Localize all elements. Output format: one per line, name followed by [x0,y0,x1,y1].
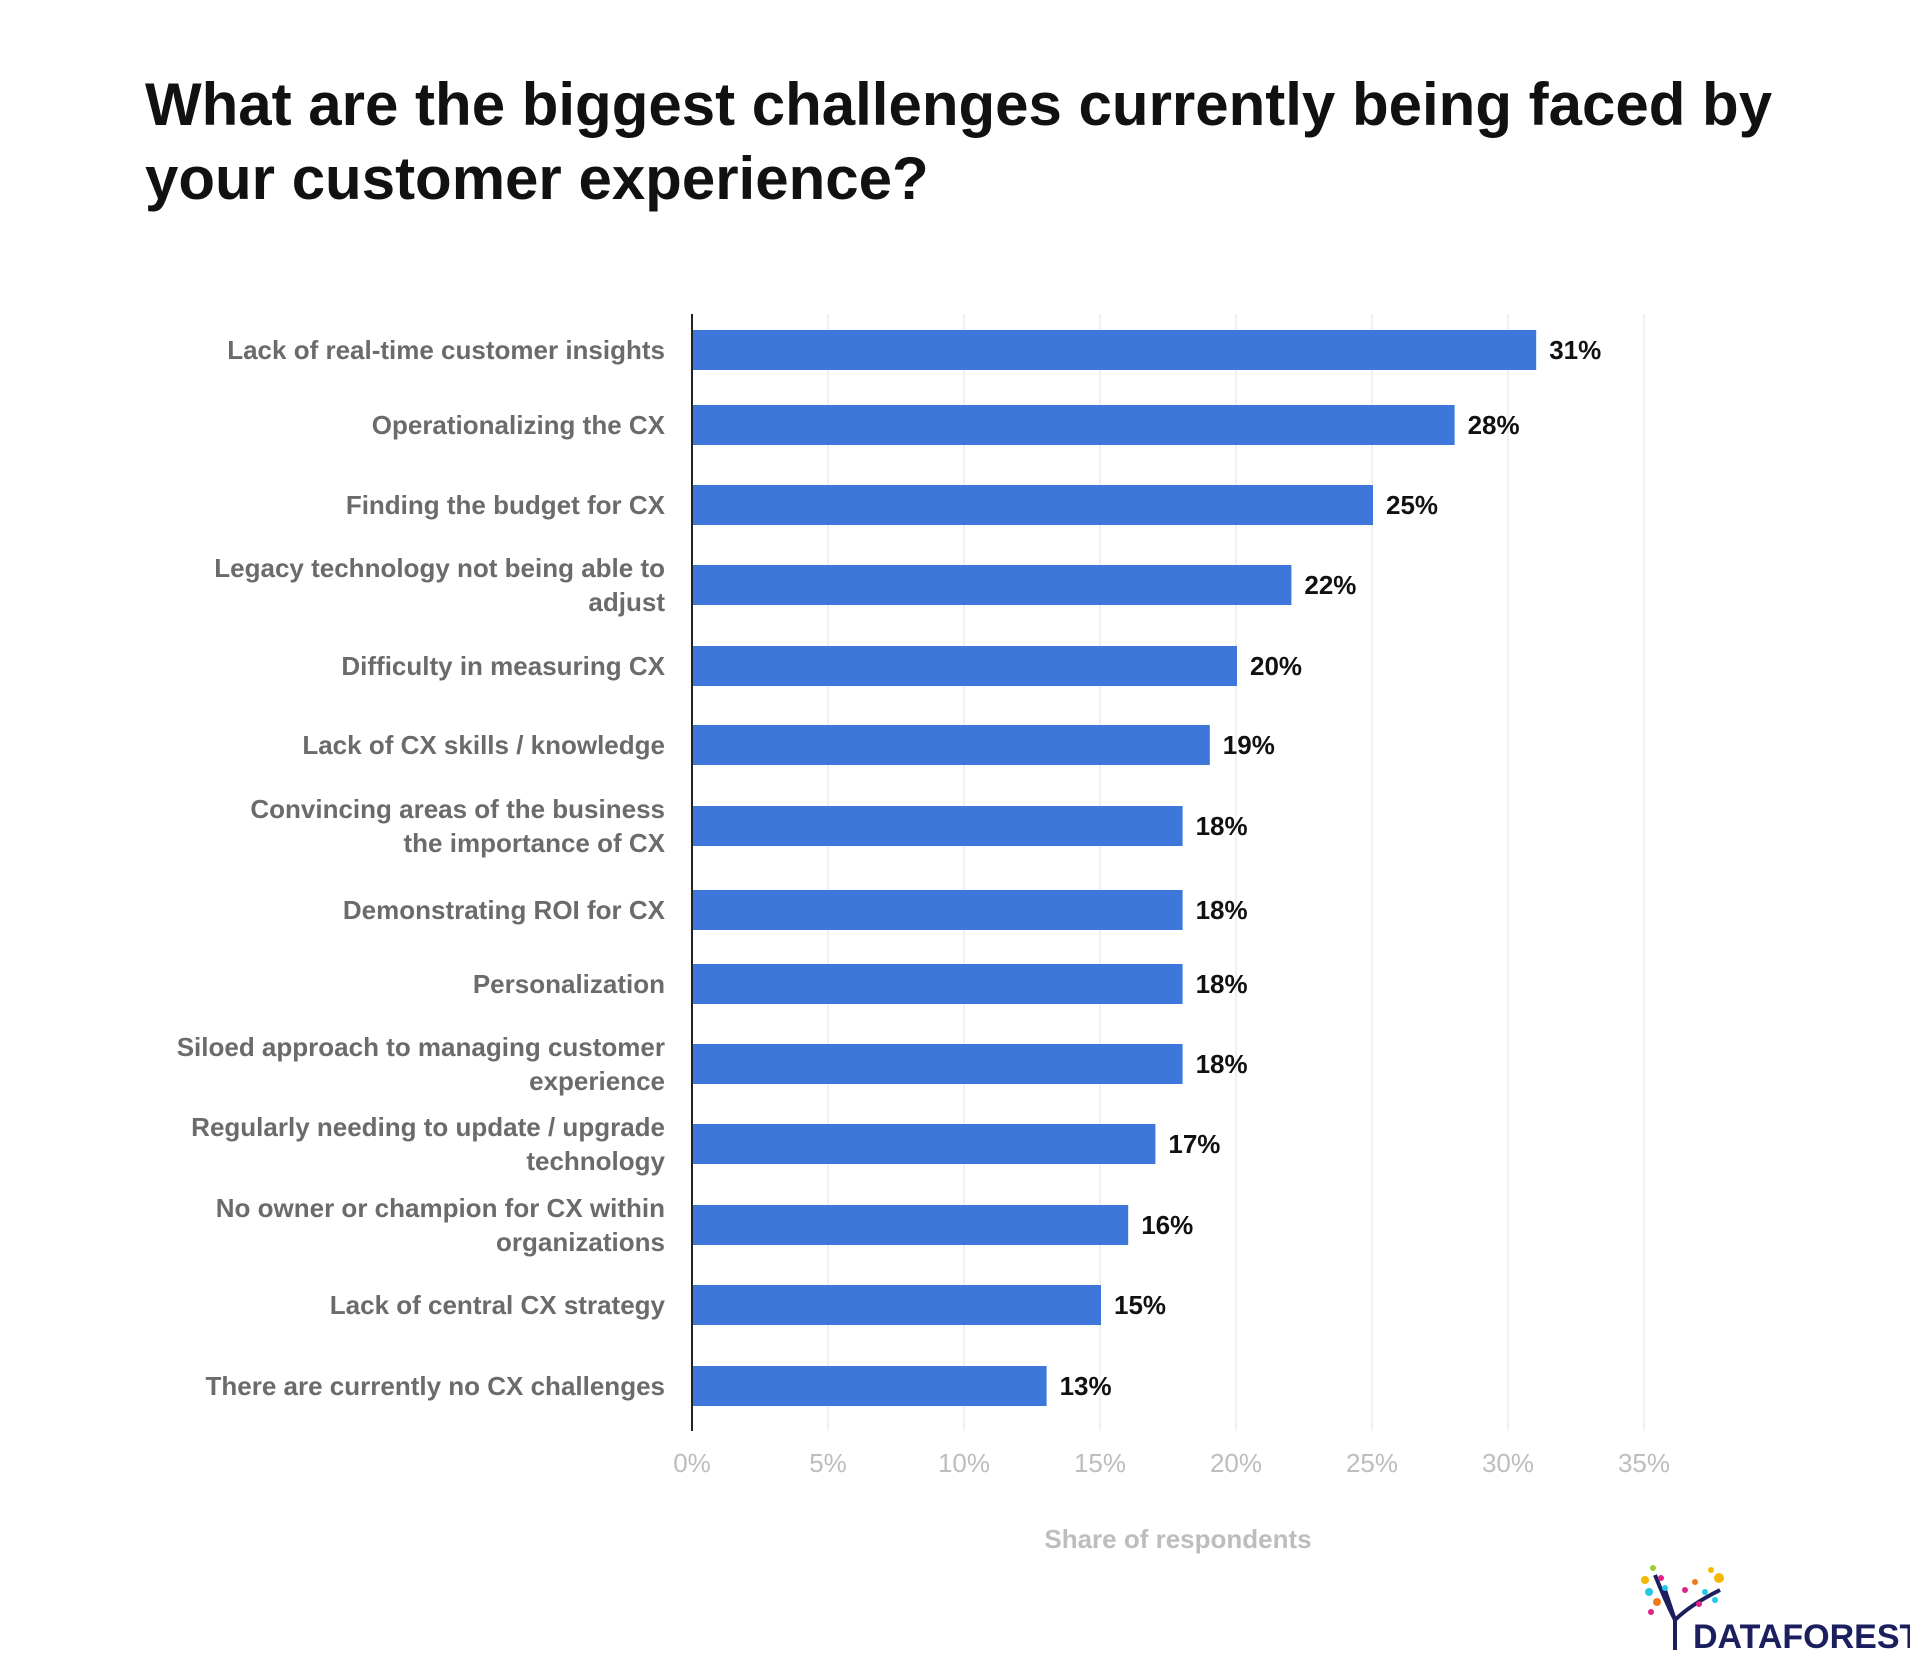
category-label: organizations [496,1227,665,1257]
data-label: 18% [1196,1049,1248,1079]
category-label: Legacy technology not being able to [214,553,665,583]
x-tick-label: 5% [809,1448,847,1478]
category-label: There are currently no CX challenges [206,1371,666,1401]
bar [693,964,1183,1004]
category-label: Operationalizing the CX [372,410,666,440]
category-label: Convincing areas of the business [250,794,665,824]
x-tick-label: 35% [1618,1448,1670,1478]
data-label: 15% [1114,1290,1166,1320]
data-label: 18% [1196,811,1248,841]
bar [693,1366,1047,1406]
dataforest-logo: DATAFOREST [1641,1565,1910,1652]
bar [693,1205,1129,1245]
data-label: 22% [1304,570,1356,600]
bar [693,725,1210,765]
category-label: No owner or champion for CX within [216,1193,665,1223]
bar [693,565,1292,605]
category-label: Finding the budget for CX [346,490,666,520]
x-tick-label: 20% [1210,1448,1262,1478]
category-label: Regularly needing to update / upgrade [191,1112,665,1142]
bar [693,405,1455,445]
data-label: 17% [1168,1129,1220,1159]
bar [693,485,1373,525]
category-label: Lack of real-time customer insights [227,335,665,365]
data-label: 16% [1141,1210,1193,1240]
x-tick-label: 15% [1074,1448,1126,1478]
x-tick-label: 10% [938,1448,990,1478]
svg-text:DATAFOREST: DATAFOREST [1693,1618,1910,1652]
bar [693,330,1537,370]
bar [693,1285,1101,1325]
category-label: Difficulty in measuring CX [341,651,665,681]
bar [693,806,1183,846]
category-label: experience [529,1066,665,1096]
x-tick-label: 0% [673,1448,711,1478]
category-label: technology [526,1146,665,1176]
x-tick-label: 25% [1346,1448,1398,1478]
category-label: Demonstrating ROI for CX [343,895,666,925]
category-label: the importance of CX [404,828,666,858]
category-label: Siloed approach to managing customer [177,1032,665,1062]
bar [693,1124,1156,1164]
data-label: 18% [1196,969,1248,999]
data-label: 13% [1060,1371,1112,1401]
category-label: adjust [588,587,665,617]
category-label: Lack of central CX strategy [330,1290,666,1320]
x-tick-label: 30% [1482,1448,1534,1478]
bar [693,646,1237,686]
data-label: 28% [1468,410,1520,440]
bar [693,890,1183,930]
data-label: 20% [1250,651,1302,681]
data-label: 25% [1386,490,1438,520]
category-label: Lack of CX skills / knowledge [302,730,665,760]
tree-icon [1641,1565,1724,1650]
category-label: Personalization [473,969,665,999]
chart-title: What are the biggest challenges currentl… [145,71,1773,212]
data-label: 31% [1549,335,1601,365]
data-label: 19% [1223,730,1275,760]
bar [693,1044,1183,1084]
data-label: 18% [1196,895,1248,925]
x-axis-title: Share of respondents [1044,1524,1311,1554]
